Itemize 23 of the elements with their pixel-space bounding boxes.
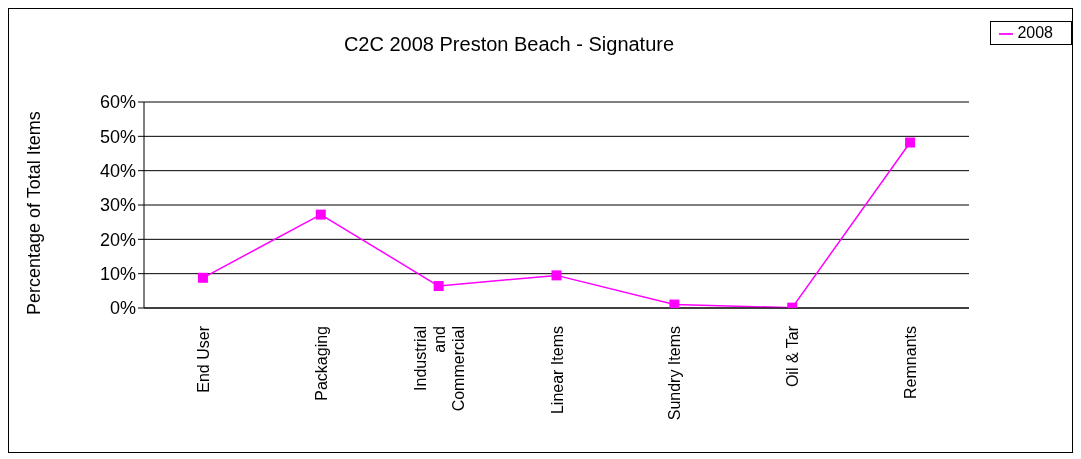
x-tick-label: Packaging [312,326,330,401]
y-axis-title: Percentage of Total Items [24,111,45,315]
point [433,281,444,292]
x-tick-label: Linear Items [548,326,566,415]
point [551,270,562,281]
point [669,299,680,308]
y-tick-label: 60% [99,92,136,113]
x-tick-label: Remnants [902,326,920,399]
x-tick-label: Industrial and Commercial [411,326,467,412]
y-tick-label: 50% [99,126,136,147]
y-tick-label: 0% [109,298,136,319]
y-tick-label: 40% [99,161,136,182]
legend-label: 2008 [1017,24,1053,41]
x-tick-label: Sundry Items [666,326,684,421]
point [905,137,916,148]
chart-title: C2C 2008 Preston Beach - Signature [342,33,676,56]
y-tick-label: 20% [99,229,136,250]
x-tick-label: End User [194,325,212,393]
x-tick-label: Oil & Tar [784,325,802,388]
point [315,209,326,220]
y-tick-label: 30% [99,195,136,216]
point [197,272,208,283]
y-tick-label: 10% [99,264,136,285]
